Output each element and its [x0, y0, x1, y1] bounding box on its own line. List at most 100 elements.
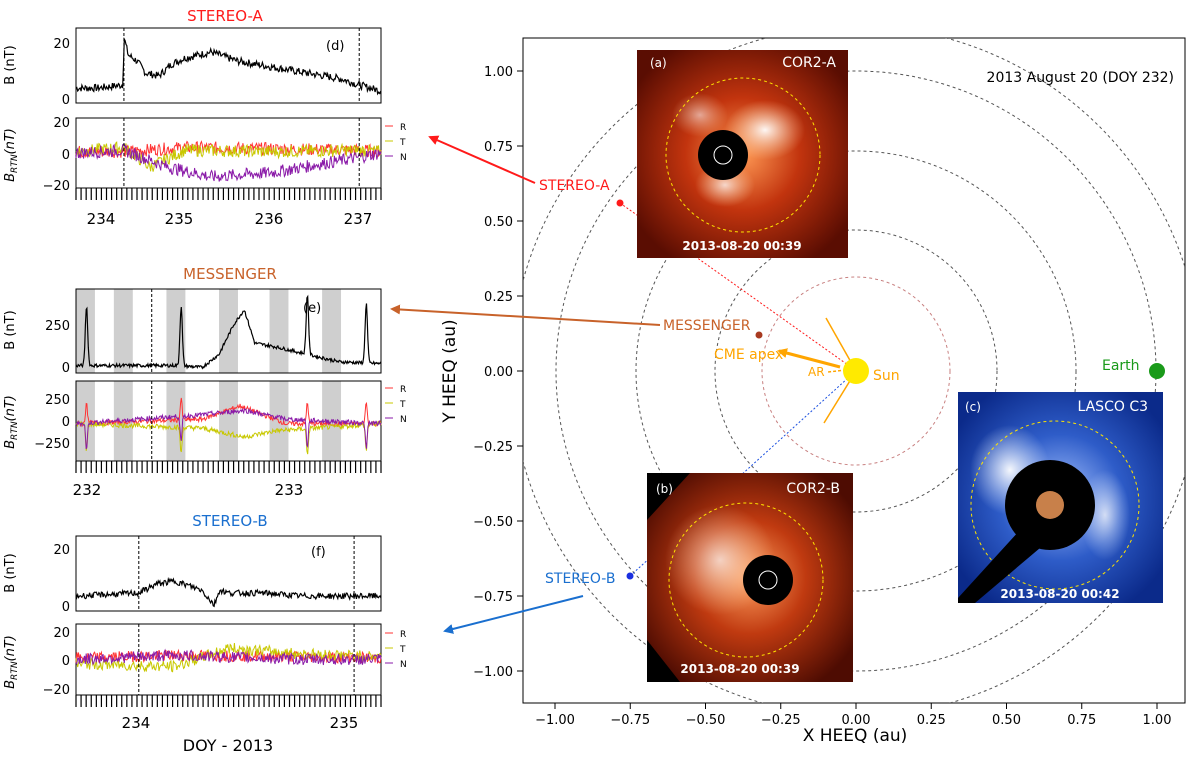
shaded-interval	[269, 289, 289, 373]
messenger-arrow	[390, 304, 661, 326]
stereo-a-brtn-ytick-0: 0	[62, 148, 70, 163]
messenger-b-frame	[75, 288, 382, 374]
stereo-b-brtn-ytick-0: 0	[62, 654, 70, 669]
me-n-series-line	[75, 407, 382, 450]
stereo-a-b-ylabel: B (nT)	[3, 45, 18, 84]
stereo-a-xtick-235: 235	[165, 210, 194, 228]
cor2a-time: 2013-08-20 00:39	[682, 239, 801, 253]
doy-xlabel: DOY - 2013	[183, 736, 273, 755]
date-label: 2013 August 20 (DOY 232)	[987, 70, 1174, 86]
shaded-interval	[113, 289, 133, 373]
heeq-ytick-label: 0.50	[484, 215, 513, 230]
heeq-xtick-label: 0.75	[1067, 713, 1096, 728]
messenger-b-plot	[75, 289, 382, 373]
stereo-a-xtick-234: 234	[87, 210, 116, 228]
c3-image: (c) LASCO C3 2013-08-20 00:42	[958, 392, 1163, 603]
stereo-b-map-label: STEREO-B	[545, 571, 615, 587]
stereo-a-panel-label: (d)	[326, 39, 344, 54]
heeq-axes: −1.00 −0.75 −0.50 −0.25 0.00 0.25 0.50 0.75 1.00…	[473, 65, 1171, 728]
messenger-brtn-plot	[75, 381, 382, 461]
heeq-xtick-label: 0.25	[917, 713, 946, 728]
stereo-b-b-ylabel: B (nT)	[3, 553, 18, 592]
stereo-a-xticks	[75, 188, 382, 200]
stereo-b-group: STEREO-B (f) B (nT) 20 0 BRTN(nT) 20 0 −…	[3, 512, 407, 755]
cor2b-time: 2013-08-20 00:39	[680, 662, 799, 676]
sun-label: Sun	[873, 368, 900, 384]
heeq-ytick-label: 0.25	[484, 290, 513, 305]
sa-n-series-line	[75, 143, 382, 182]
messenger-title: MESSENGER	[183, 265, 277, 283]
stereo-b-brtn-ytick-m20: −20	[43, 683, 70, 698]
stereo-b-brtn-ylabel: BRTN(nT)	[3, 635, 20, 689]
c3-pylon	[958, 530, 1040, 603]
cor2a-cme-streamer	[672, 93, 728, 137]
heeq-xtick-label: −0.50	[686, 713, 726, 728]
messenger-b-shading	[76, 289, 342, 373]
heeq-xtick-label: 0.00	[842, 713, 871, 728]
cor2b-occulter	[743, 555, 793, 605]
legend-r: R	[400, 630, 406, 640]
stereo-a-brtn-ytick-m20: −20	[43, 179, 70, 194]
earth-marker	[1149, 363, 1165, 379]
cor2a-sun-circle	[713, 145, 733, 165]
stereo-b-marker	[626, 572, 634, 580]
cor2a-title: COR2-A	[782, 55, 836, 71]
cor2a-image: (a) COR2-A 2013-08-20 00:39	[637, 50, 848, 258]
legend-t: T	[399, 645, 406, 655]
orbit-stereo-b	[635, 150, 1077, 592]
stereo-a-map-label: STEREO-A	[539, 178, 610, 194]
sun-marker	[843, 358, 869, 384]
shaded-interval	[269, 381, 289, 461]
messenger-group: MESSENGER (e) B (nT) 250 0 BRTN(nT) 250 …	[3, 265, 407, 499]
cor2a-panel-label: (a)	[650, 56, 667, 70]
stereo-b-brtn-ytick-20: 20	[53, 626, 70, 641]
messenger-map-label: MESSENGER	[663, 318, 751, 334]
cor2a-occulter	[698, 130, 748, 180]
c3-panel-label: (c)	[965, 400, 981, 414]
sb-n-series-line	[75, 648, 382, 666]
heeq-ylabel: Y HEEQ (au)	[440, 319, 460, 423]
c3-sun-image	[1036, 491, 1064, 519]
c3-title: LASCO C3	[1077, 399, 1148, 415]
earth-label: Earth	[1102, 358, 1140, 374]
heeq-ytick-label: −1.00	[473, 665, 513, 680]
messenger-brtn-ytick-m250: −250	[34, 437, 70, 452]
messenger-marker	[755, 331, 763, 339]
messenger-b-ytick-0: 0	[62, 361, 70, 376]
heeq-xlabel: X HEEQ (au)	[803, 726, 908, 746]
cor2b-sun-circle	[758, 570, 778, 590]
shaded-interval	[322, 289, 342, 373]
heeq-xtick-label: −0.75	[610, 713, 650, 728]
messenger-brtn-ytick-250: 250	[45, 393, 70, 408]
sb-t-series-line	[75, 642, 382, 673]
me-t-series-line	[75, 420, 382, 455]
stereo-b-b-plot	[75, 536, 382, 611]
legend-n: N	[400, 153, 407, 163]
cor2b-image: (b) COR2-B 2013-08-20 00:39	[647, 473, 853, 682]
shaded-interval	[219, 381, 238, 461]
stereo-a-los	[619, 202, 849, 366]
legend-t: T	[399, 138, 406, 148]
stereo-b-panel-label: (f)	[311, 545, 326, 560]
cor2b-corner-mask	[647, 640, 680, 682]
c3-fov-circle	[970, 420, 1140, 590]
heeq-xtick-label: −0.25	[761, 713, 801, 728]
stereo-a-b-ytick-20: 20	[53, 37, 70, 52]
messenger-panel-label: (e)	[303, 301, 321, 316]
legend-n: N	[400, 415, 407, 425]
me-b-series-line	[75, 294, 382, 370]
sb-b-series-line	[75, 576, 382, 608]
legend-t: T	[399, 400, 406, 410]
messenger-xticks	[75, 461, 382, 473]
legend-r: R	[400, 385, 406, 395]
stereo-b-b-frame	[75, 535, 382, 612]
heeq-ytick-label: −0.75	[473, 590, 513, 605]
stereo-b-xtick-234: 234	[122, 714, 151, 732]
shaded-interval	[219, 289, 238, 373]
stereo-b-xticks	[75, 695, 382, 707]
stereo-a-b-ytick-0: 0	[62, 93, 70, 108]
heeq-xtick-label: 0.50	[992, 713, 1021, 728]
stereo-b-b-ytick-0: 0	[62, 600, 70, 615]
stereo-a-b-plot	[75, 28, 382, 103]
